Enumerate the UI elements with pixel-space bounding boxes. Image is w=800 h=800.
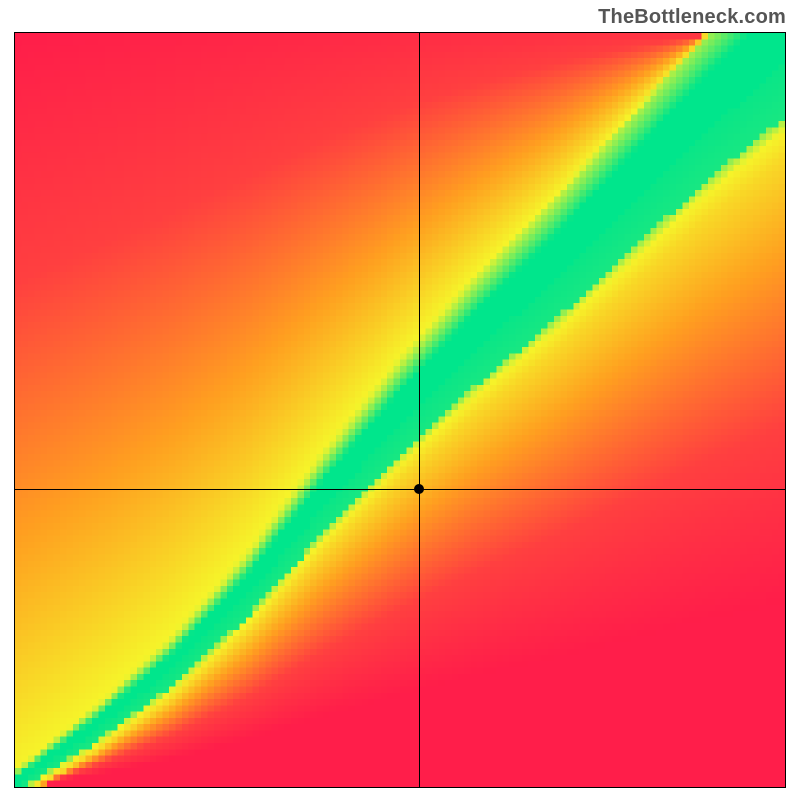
watermark-text: TheBottleneck.com [598,6,786,29]
heatmap-plot [14,32,786,788]
crosshair-horizontal [15,489,785,490]
heatmap-canvas [15,33,785,787]
crosshair-vertical [419,33,420,787]
